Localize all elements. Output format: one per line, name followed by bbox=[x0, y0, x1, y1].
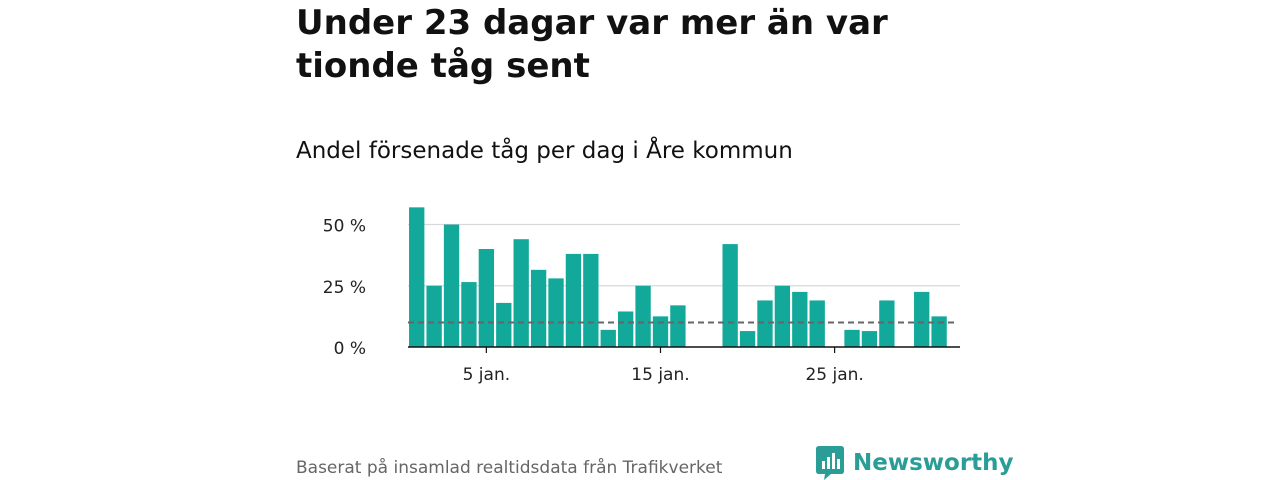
newsworthy-logo-icon bbox=[816, 446, 844, 480]
bar bbox=[461, 282, 477, 347]
grid-lines bbox=[408, 223, 960, 287]
bar-chart: 0 % 25 % 50 % 5 jan. 15 jan. 25 jan. bbox=[323, 207, 960, 385]
bar bbox=[513, 239, 529, 347]
bar bbox=[652, 316, 669, 347]
bar bbox=[861, 331, 878, 347]
bar bbox=[426, 285, 442, 347]
bar bbox=[914, 291, 930, 347]
bars bbox=[409, 207, 947, 347]
x-tick-label: 25 jan. bbox=[805, 365, 863, 385]
bar bbox=[635, 285, 651, 347]
bar bbox=[443, 224, 460, 347]
bar bbox=[792, 291, 808, 347]
source-note: Baserat på insamlad realtidsdata från Tr… bbox=[296, 458, 723, 478]
bar bbox=[478, 249, 495, 347]
bar bbox=[844, 329, 860, 347]
brand-name: Newsworthy bbox=[853, 450, 1014, 476]
bar bbox=[409, 207, 425, 347]
axes: 0 % 25 % 50 % 5 jan. 15 jan. 25 jan. bbox=[323, 217, 960, 385]
y-tick-label: 0 % bbox=[334, 339, 366, 359]
bar bbox=[670, 305, 686, 347]
x-tick-label: 5 jan. bbox=[463, 365, 511, 385]
x-tick-label: 15 jan. bbox=[631, 365, 689, 385]
bar bbox=[722, 244, 738, 347]
bar bbox=[774, 285, 791, 347]
y-tick-label: 25 % bbox=[323, 278, 366, 298]
bar bbox=[757, 300, 773, 347]
y-tick-label: 50 % bbox=[323, 217, 366, 237]
bar bbox=[565, 253, 582, 347]
bar bbox=[600, 329, 616, 347]
chart-title: Under 23 dagar var mer än var tionde tåg… bbox=[296, 3, 888, 86]
bar bbox=[931, 316, 947, 347]
bar bbox=[809, 300, 825, 347]
bar bbox=[583, 253, 599, 347]
bar bbox=[548, 278, 564, 347]
bar bbox=[496, 302, 512, 347]
bar bbox=[879, 300, 895, 347]
chart-subtitle: Andel försenade tåg per dag i Åre kommun bbox=[296, 138, 793, 164]
bar bbox=[618, 311, 634, 347]
bar bbox=[530, 269, 547, 347]
brand: Newsworthy bbox=[816, 446, 1014, 480]
bar bbox=[739, 331, 756, 347]
